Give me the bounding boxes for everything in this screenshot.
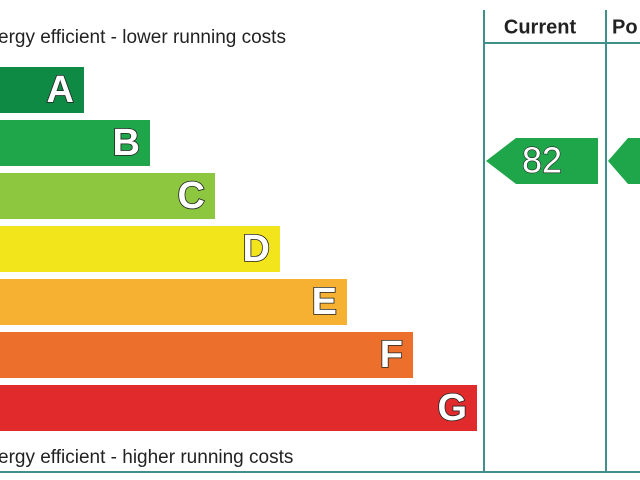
band-letter: C (178, 175, 205, 217)
band-letter: E (312, 281, 337, 323)
band-letter: D (243, 228, 270, 270)
band-bar (0, 120, 150, 166)
band-letter: G (437, 387, 467, 429)
top-note: ergy efficient - lower running costs (0, 27, 286, 48)
band-letter: B (113, 122, 140, 164)
current-arrow (486, 138, 598, 184)
column-header: Current (504, 16, 577, 38)
band-bar (0, 226, 280, 272)
potential-arrow (608, 138, 640, 184)
band-letter: A (47, 69, 74, 111)
band-bar (0, 67, 84, 113)
current-value: 82 (522, 140, 562, 181)
band-bar (0, 279, 347, 325)
band-letter: F (380, 334, 403, 376)
bottom-note: ergy efficient - higher running costs (0, 447, 293, 468)
band-bar (0, 385, 477, 431)
column-header: Po (612, 16, 638, 38)
band-bar (0, 332, 413, 378)
band-bar (0, 173, 215, 219)
